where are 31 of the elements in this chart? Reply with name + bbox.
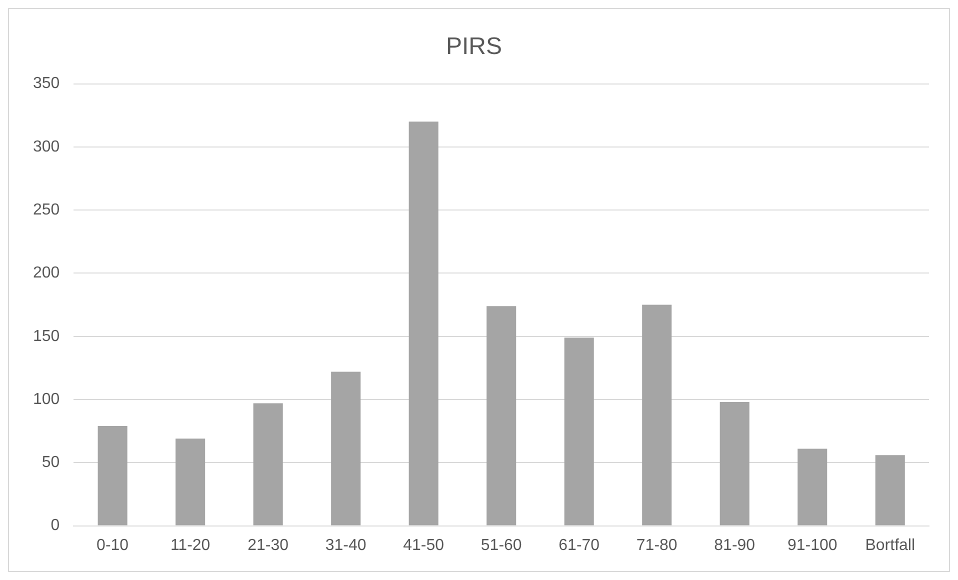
bar: [486, 306, 516, 526]
x-tick-label: 31-40: [325, 536, 366, 554]
bar: [564, 338, 594, 526]
x-tick-label: 51-60: [480, 536, 522, 554]
y-tick-label: 250: [32, 201, 60, 218]
bar: [642, 304, 672, 526]
x-tick-label: Bortfall: [865, 536, 916, 554]
y-tick-label: 350: [32, 75, 60, 92]
y-tick-label: 0: [50, 517, 60, 534]
bar: [408, 122, 438, 526]
bar: [176, 438, 206, 526]
x-tick-label: 71-80: [636, 536, 678, 554]
y-tick-label: 100: [32, 390, 60, 408]
y-tick-label: 200: [32, 264, 60, 282]
bar: [798, 448, 828, 526]
x-tick-label: 91-100: [787, 536, 838, 554]
x-tick-label: 21-30: [248, 536, 289, 554]
bar: [720, 402, 750, 526]
bar: [98, 426, 128, 526]
bar: [875, 455, 905, 526]
y-tick-label: 50: [42, 454, 60, 472]
x-tick-label: 41-50: [403, 536, 444, 554]
x-tick-label: 81-90: [714, 536, 756, 554]
chart-title: PIRS: [446, 33, 502, 60]
x-tick-label: 11-20: [170, 536, 210, 554]
x-tick-label: 0-10: [96, 536, 129, 554]
x-tick-label: 61-70: [558, 536, 600, 554]
y-tick-label: 150: [32, 328, 60, 345]
y-tick-label: 300: [32, 138, 60, 156]
bar: [253, 403, 283, 526]
bar: [331, 372, 361, 526]
